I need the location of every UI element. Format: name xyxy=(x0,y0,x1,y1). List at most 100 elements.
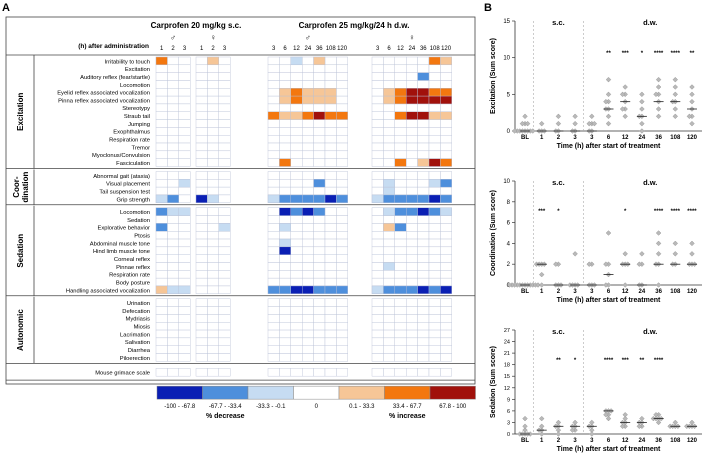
heatmap-cell-empty xyxy=(207,171,219,180)
heatmap-cell-empty xyxy=(394,306,407,315)
heatmap-cell-empty xyxy=(167,238,179,248)
heatmap-cell-empty xyxy=(336,207,348,216)
heatmap-cell-inc2 xyxy=(324,111,337,120)
heatmap-cell-empty xyxy=(440,277,452,287)
heatmap-cell-empty xyxy=(336,95,348,105)
header-time-label: (h) after administration xyxy=(78,43,149,50)
heatmap-cell-empty xyxy=(155,179,168,188)
heatmap-cell-empty xyxy=(267,314,280,323)
data-point xyxy=(539,271,545,278)
heatmap-cell-empty xyxy=(383,171,395,180)
data-point xyxy=(672,106,678,112)
x-tick-label: 108 xyxy=(670,438,681,444)
heatmap-cell-empty xyxy=(417,353,430,362)
grimace-cell xyxy=(302,368,314,377)
heatmap-cell-empty xyxy=(324,127,337,136)
heatmap-cell-empty xyxy=(324,270,337,279)
significance-marker: **** xyxy=(671,209,681,215)
heatmap-cell-empty xyxy=(324,298,337,307)
data-point xyxy=(605,76,612,83)
heatmap-cell-empty xyxy=(267,270,280,279)
heatmap-cell-empty xyxy=(406,171,418,180)
heatmap-cell-empty xyxy=(178,306,191,315)
heatmap-cell-empty xyxy=(313,119,326,128)
heatmap-cell-empty xyxy=(406,186,418,196)
heatmap-cell-empty xyxy=(428,277,441,287)
heatmap-cell-empty xyxy=(406,238,418,248)
heatmap-cell-empty xyxy=(406,345,418,354)
heatmap-cell-empty xyxy=(290,215,303,224)
heatmap-cell-empty xyxy=(406,262,418,271)
heatmap-cell-empty xyxy=(313,345,326,354)
heatmap-cell-inc3 xyxy=(417,88,430,97)
heatmap-cell-empty xyxy=(406,329,418,339)
heatmap-cell-empty xyxy=(207,345,219,354)
heatmap-cell-empty xyxy=(267,179,280,188)
heatmap-cell-empty xyxy=(267,88,280,97)
row-label: Tremor xyxy=(132,145,151,151)
heatmap-cell-empty xyxy=(336,353,348,362)
heatmap-cell-empty xyxy=(417,231,430,240)
heatmap-cell-empty xyxy=(371,238,384,248)
heatmap-cell-empty xyxy=(218,246,231,255)
heatmap-cell-empty xyxy=(207,207,219,216)
group-label: Sedation xyxy=(16,234,25,268)
column-label: 24 xyxy=(305,46,312,52)
heatmap-cell-empty xyxy=(155,337,168,346)
heatmap-cell-empty xyxy=(394,353,407,362)
heatmap-cell-empty xyxy=(394,345,407,354)
heatmap-cell-empty xyxy=(195,119,208,128)
heatmap-cell-empty xyxy=(371,158,384,167)
heatmap-cell-empty xyxy=(290,80,303,89)
heatmap-cell-empty xyxy=(290,64,303,73)
heatmap-cell-empty xyxy=(428,298,441,307)
data-point xyxy=(586,261,592,267)
heatmap-cell-dec2 xyxy=(336,285,348,294)
y-tick-label: 0 xyxy=(507,432,510,438)
heatmap-cell-empty xyxy=(195,322,208,331)
heatmap-cell-empty xyxy=(417,56,430,66)
heatmap-cell-empty xyxy=(218,353,231,362)
heatmap-cell-empty xyxy=(302,80,314,89)
heatmap-cell-empty xyxy=(417,103,430,112)
heatmap-cell-empty xyxy=(383,298,395,307)
heatmap-cell-empty xyxy=(302,119,314,128)
heatmap-cell-empty xyxy=(167,56,179,66)
heatmap-cell-empty xyxy=(440,223,452,232)
grimace-row-label: Mouse grimace scale xyxy=(95,371,150,377)
heatmap-cell-empty xyxy=(440,246,452,255)
heatmap-cell-empty xyxy=(195,134,208,144)
heatmap-cell-empty xyxy=(178,246,191,255)
heatmap-cell-empty xyxy=(428,171,441,180)
row-label: Ptosis xyxy=(134,234,150,240)
heatmap-cell-inc3 xyxy=(406,88,418,97)
heatmap-cell-empty xyxy=(279,277,291,287)
heatmap-cell-empty xyxy=(440,64,452,73)
data-point xyxy=(672,419,678,426)
heatmap-cell-empty xyxy=(324,353,337,362)
heatmap-cell-empty xyxy=(178,72,191,81)
heatmap-cell-dec1 xyxy=(155,194,168,203)
x-axis-label: Time (h) after start of treatment xyxy=(557,297,661,304)
heatmap-cell-empty xyxy=(155,298,168,307)
grimace-cell xyxy=(336,368,348,377)
heatmap-cell-empty xyxy=(195,285,208,294)
heatmap-cell-empty xyxy=(417,171,430,180)
heatmap-cell-empty xyxy=(279,186,291,196)
y-tick-label: 12 xyxy=(504,386,510,392)
heatmap-cell-empty xyxy=(336,246,348,255)
heatmap-cell-empty xyxy=(336,134,348,144)
heatmap-cell-empty xyxy=(313,322,326,331)
heatmap-cell-empty xyxy=(302,238,314,248)
heatmap-cell-dec2 xyxy=(394,285,407,294)
heatmap-cell-empty xyxy=(394,329,407,339)
heatmap-cell-dec2 xyxy=(324,285,337,294)
heatmap-cell-empty xyxy=(313,134,326,144)
heatmap-cell-empty xyxy=(178,119,191,128)
heatmap-cell-empty xyxy=(394,119,407,128)
heatmap-cell-empty xyxy=(302,150,314,159)
y-tick-label: 2 xyxy=(507,262,511,268)
heatmap-cell-empty xyxy=(178,337,191,346)
heatmap-cell-inc1 xyxy=(279,111,291,120)
heatmap-cell-empty xyxy=(207,337,219,346)
